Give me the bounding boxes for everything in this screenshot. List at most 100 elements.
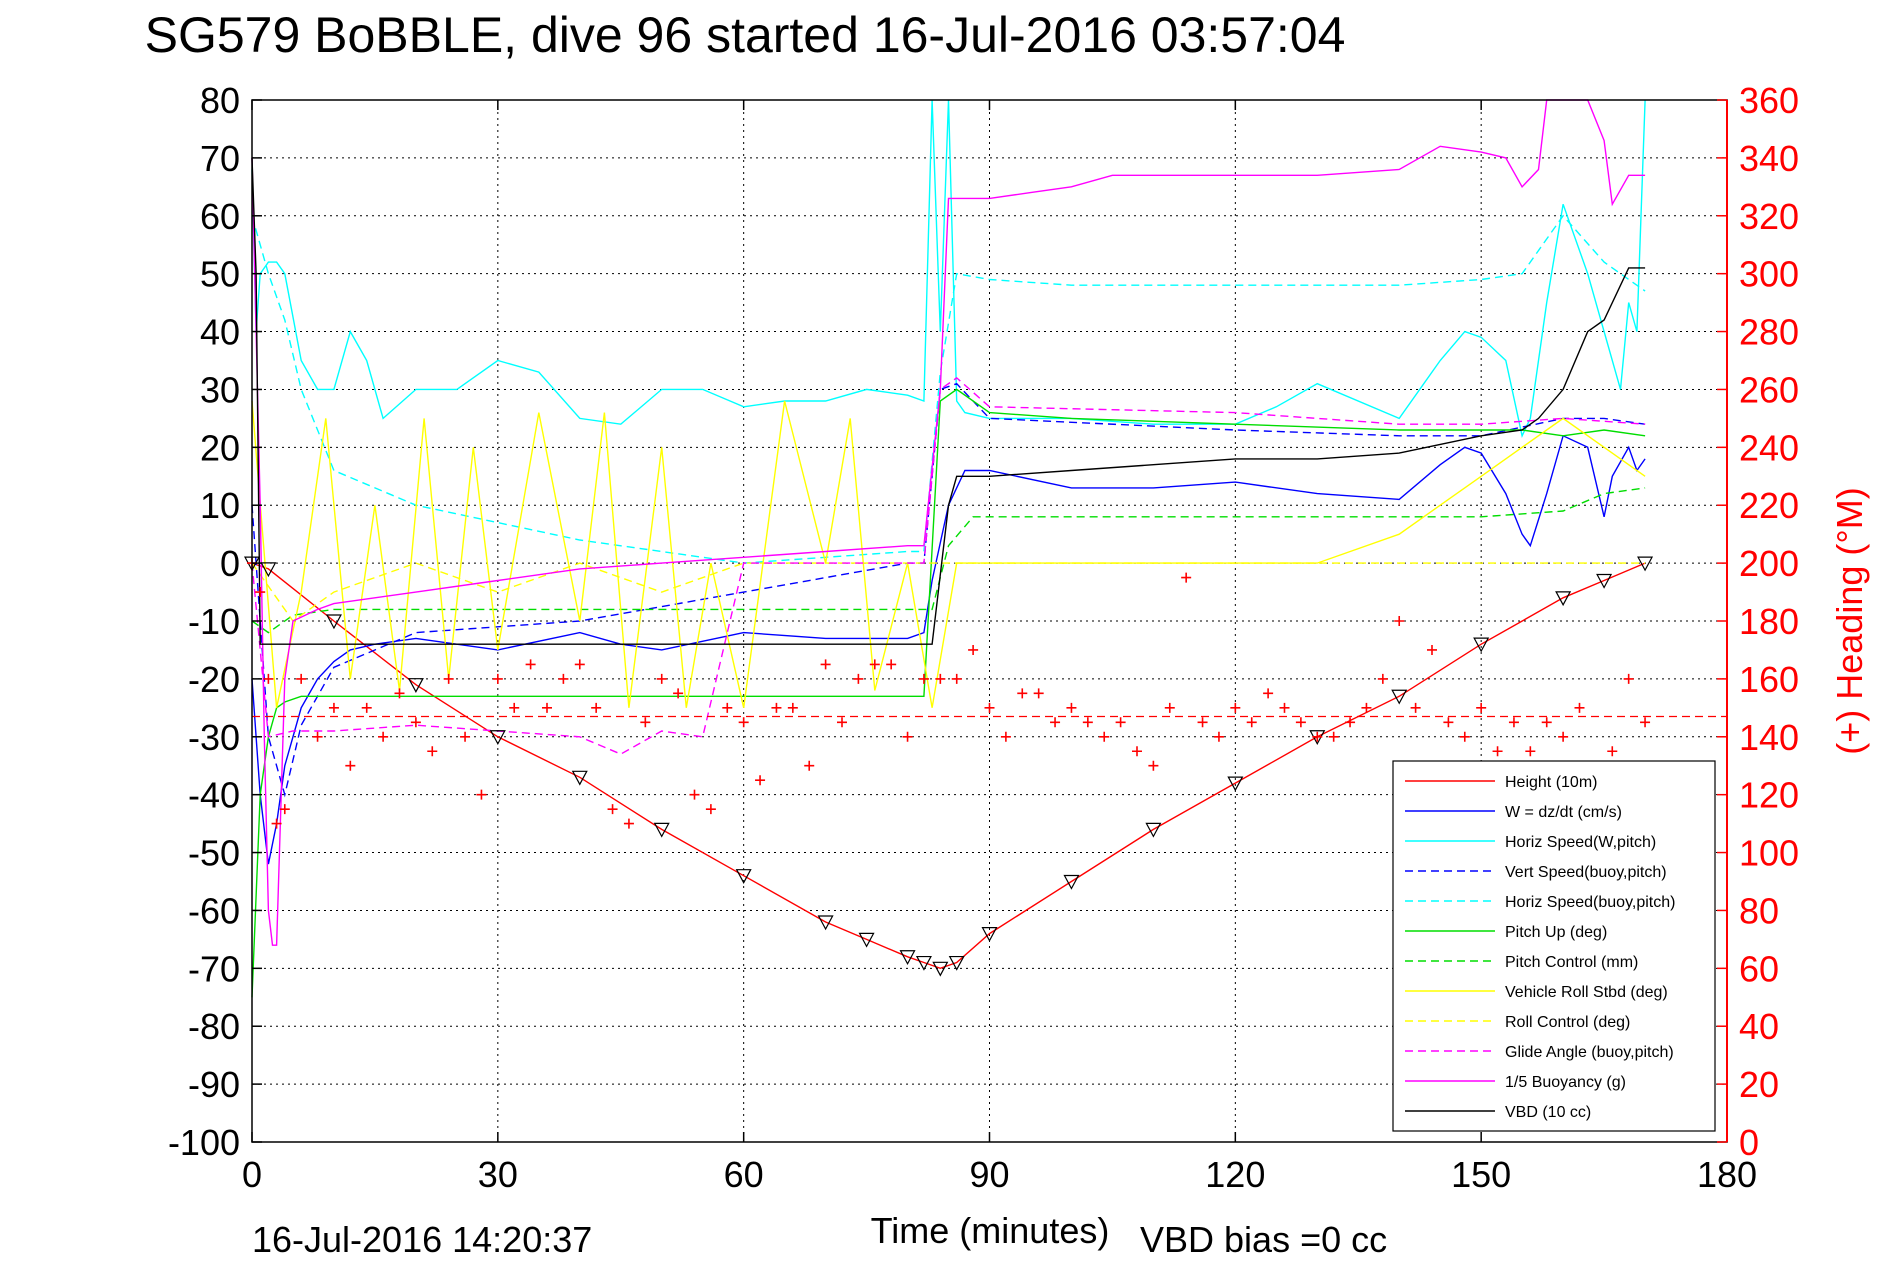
heading-point: [1115, 717, 1126, 728]
heading-point: [361, 702, 372, 713]
legend-entry: Horiz Speed(buoy,pitch): [1505, 894, 1675, 911]
heading-point: [1197, 717, 1208, 728]
y-tick-label: -30: [188, 717, 240, 758]
y-tick-label: 60: [200, 196, 240, 237]
y-tick-label: -80: [188, 1006, 240, 1047]
y2-tick-label: 240: [1739, 427, 1799, 468]
y-tick-label: -70: [188, 948, 240, 989]
legend-entry: 1/5 Buoyancy (g): [1505, 1074, 1626, 1091]
heading-point: [886, 659, 897, 670]
heading-point: [525, 659, 536, 670]
heading-point: [1607, 746, 1618, 757]
y2-tick-label: 280: [1739, 312, 1799, 353]
heading-point: [542, 702, 552, 713]
heading-point: [787, 702, 798, 713]
heading-point: [476, 789, 487, 800]
heading-point: [689, 789, 700, 800]
heading-point: [1541, 717, 1552, 728]
heading-point: [1164, 702, 1175, 713]
plot-series: [243, 99, 1727, 998]
y-tick-label: 20: [200, 427, 240, 468]
height-marker: [1227, 776, 1244, 792]
x-tick-label: 180: [1697, 1154, 1757, 1195]
heading-point: [951, 673, 962, 684]
heading-point: [1525, 746, 1536, 757]
x-tick-label: 30: [478, 1154, 518, 1195]
y2-tick-label: 200: [1739, 543, 1799, 584]
y2-tick-label: 80: [1739, 890, 1779, 931]
y2-tick-label: 300: [1739, 254, 1799, 295]
height-marker: [932, 961, 949, 977]
heading-point: [312, 731, 323, 742]
y-tick-label: 80: [200, 80, 240, 121]
heading-point: [1410, 702, 1421, 713]
height-marker: [571, 770, 588, 786]
legend-entry: Vehicle Roll Stbd (deg): [1505, 984, 1668, 1001]
legend-entry: Glide Angle (buoy,pitch): [1505, 1044, 1674, 1061]
height-marker: [1637, 556, 1654, 572]
heading-point: [1099, 731, 1110, 742]
heading-point: [1476, 702, 1487, 713]
height-marker: [260, 562, 277, 578]
heading-point: [755, 775, 766, 786]
footer-timestamp: 16-Jul-2016 14:20:37: [252, 1219, 592, 1260]
heading-point: [1492, 746, 1503, 757]
heading-point: [394, 688, 405, 699]
heading-point: [1295, 717, 1306, 728]
y2-tick-label: 60: [1739, 948, 1779, 989]
series-line: [251, 562, 1646, 970]
height-marker: [1391, 689, 1408, 705]
legend-entry: Vert Speed(buoy,pitch): [1505, 864, 1667, 881]
heading-point: [656, 673, 667, 684]
heading-point: [1443, 717, 1454, 728]
height-marker: [1145, 822, 1162, 838]
heading-point: [591, 702, 602, 713]
y2-tick-label: 140: [1739, 717, 1799, 758]
y-tick-label: -10: [188, 601, 240, 642]
heading-point: [1017, 688, 1028, 699]
heading-point: [1361, 702, 1372, 713]
height-marker: [1596, 573, 1613, 589]
height-marker: [981, 927, 998, 942]
heading-point: [623, 818, 634, 829]
height-marker: [858, 932, 875, 948]
heading-point: [869, 659, 880, 670]
legend-box: [1392, 760, 1716, 1132]
footer-vbd-bias: VBD bias =0 cc: [1140, 1219, 1387, 1260]
heading-point: [1558, 731, 1569, 742]
y2-tick-label: 180: [1739, 601, 1799, 642]
y2-tick-label: 220: [1739, 485, 1799, 526]
heading-point: [443, 673, 454, 684]
heading-point: [378, 731, 389, 742]
heading-point: [1132, 746, 1142, 757]
heading-point: [607, 804, 618, 815]
heading-point: [918, 673, 929, 684]
height-marker: [899, 950, 916, 966]
y-tick-label: 0: [220, 543, 240, 584]
series-line: [251, 487, 1646, 634]
y-tick-label: 10: [200, 485, 240, 526]
x-axis-label: Time (minutes): [871, 1210, 1110, 1251]
y2-tick-label: 100: [1739, 833, 1799, 874]
heading-point: [1574, 702, 1585, 713]
heading-point: [722, 702, 733, 713]
y2-tick-label: 120: [1739, 775, 1799, 816]
heading-point: [738, 717, 749, 728]
heading-point: [1066, 702, 1077, 713]
height-marker: [1555, 591, 1572, 607]
height-marker: [735, 869, 752, 884]
height-marker: [915, 955, 932, 971]
heading-point: [1640, 717, 1651, 728]
height-marker: [653, 822, 670, 838]
heading-point: [509, 702, 520, 713]
heading-point: [1213, 731, 1224, 742]
heading-point: [255, 587, 266, 598]
heading-point: [345, 760, 356, 771]
heading-point: [279, 804, 290, 815]
heading-point: [427, 746, 438, 757]
legend-entry: Horiz Speed(W,pitch): [1505, 834, 1656, 851]
x-tick-label: 120: [1205, 1154, 1265, 1195]
y2-tick-label: 40: [1739, 1006, 1779, 1047]
heading-point: [263, 673, 274, 684]
heading-point: [771, 702, 782, 713]
